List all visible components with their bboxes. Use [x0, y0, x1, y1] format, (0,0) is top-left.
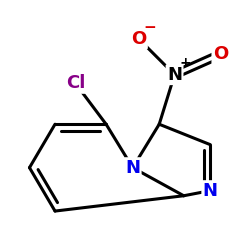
Text: N: N: [167, 66, 182, 84]
Text: O: O: [213, 45, 228, 63]
Text: N: N: [125, 159, 140, 177]
Text: −: −: [144, 20, 156, 35]
Text: O: O: [131, 30, 146, 48]
Text: Cl: Cl: [66, 74, 85, 92]
Text: N: N: [203, 182, 218, 200]
Text: +: +: [180, 56, 192, 70]
